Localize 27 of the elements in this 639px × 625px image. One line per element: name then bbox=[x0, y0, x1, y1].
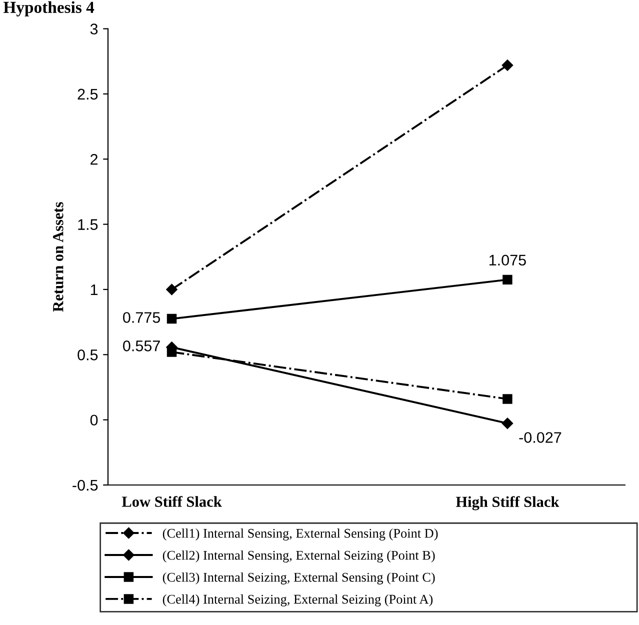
y-tick-label: 2.5 bbox=[78, 88, 98, 100]
y-tick-label: 2 bbox=[90, 154, 98, 165]
data-label: 0.775 bbox=[123, 312, 160, 323]
legend-label: (Cell2) Internal Sensing, External Seizing (Point B) bbox=[162, 550, 435, 562]
point bbox=[502, 418, 514, 429]
point bbox=[502, 60, 514, 71]
point bbox=[166, 314, 177, 324]
y-tick-label: 1 bbox=[90, 284, 98, 295]
y-tick-label: 0 bbox=[90, 414, 98, 426]
x-tick-label: Low Stiff Slack bbox=[122, 496, 222, 507]
point bbox=[502, 394, 512, 404]
y-tick-label: 1.5 bbox=[78, 219, 98, 230]
data-label: -0.027 bbox=[519, 432, 562, 443]
point bbox=[166, 347, 177, 357]
y-tick-label: 0.5 bbox=[78, 350, 98, 360]
chart-title: Hypothesis 4 bbox=[3, 1, 94, 16]
point bbox=[502, 274, 512, 285]
legend-label: (Cell1) Internal Sensing, External Sensing (Point D) bbox=[162, 528, 438, 540]
y-tick-label: 3 bbox=[90, 24, 98, 34]
y-tick-label: -0.5 bbox=[72, 480, 98, 491]
legend-label: (Cell3) Internal Seizing, External Sensing (Point C) bbox=[162, 572, 435, 584]
point bbox=[166, 284, 178, 296]
legend-label: (Cell4) Internal Seizing, External Seizing (Point A) bbox=[162, 594, 433, 606]
y-axis-title: Return on Assets bbox=[53, 202, 64, 312]
x-tick-label: High Stiff Slack bbox=[456, 496, 560, 510]
data-label: 0.557 bbox=[123, 340, 160, 352]
data-label: 1.075 bbox=[490, 254, 526, 266]
